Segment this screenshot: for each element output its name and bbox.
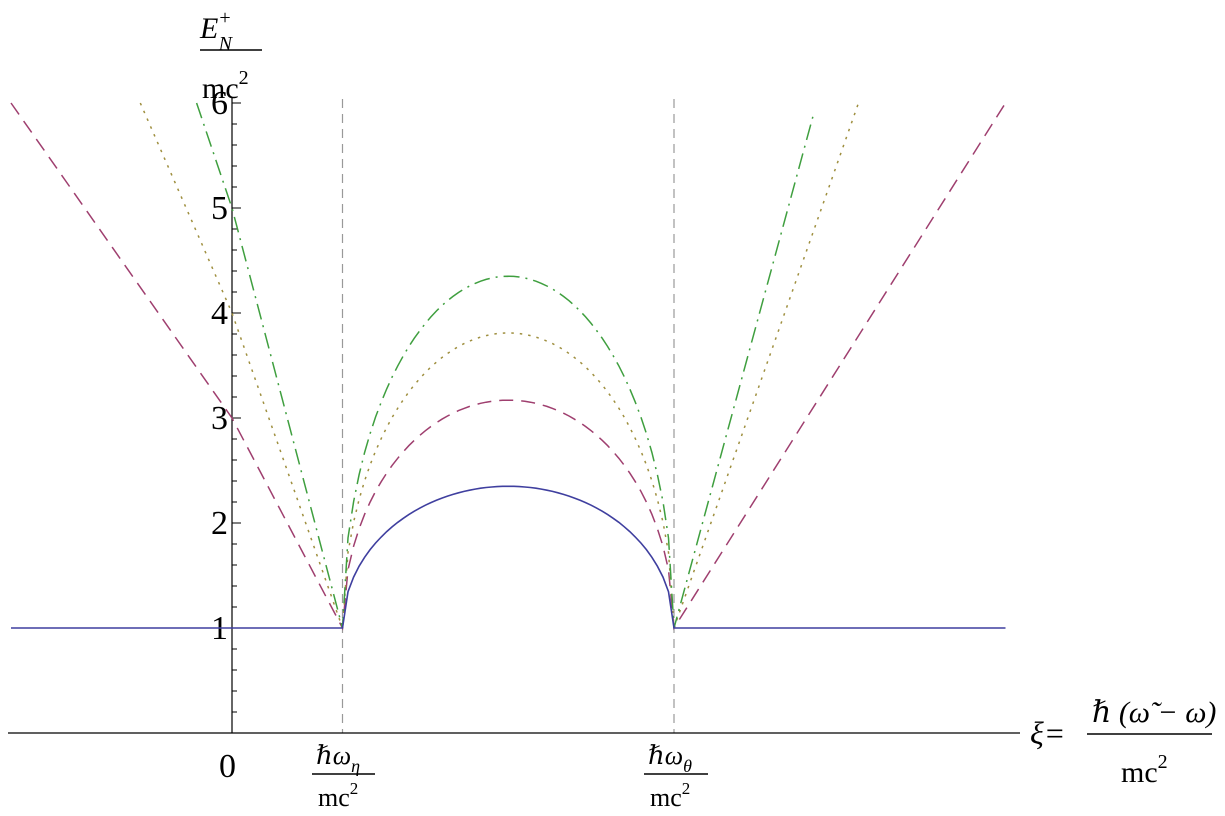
x-axis-label: ξ= ℏ (ω̃ − ω) mc2 bbox=[1030, 696, 1216, 789]
x-label-denominator: mc2 bbox=[1121, 751, 1168, 789]
x-tick-theta-numerator: ℏωθ bbox=[648, 741, 692, 776]
x-label-numerator: ℏ (ω̃ − ω) bbox=[1092, 696, 1216, 729]
y-tick-label: 4 bbox=[211, 295, 228, 332]
x-tick-eta-numerator: ℏωη bbox=[316, 741, 360, 776]
y-tick-label: 5 bbox=[211, 190, 228, 227]
y-label-denominator: mc2 bbox=[202, 67, 249, 105]
x-tick-label-eta: ℏωη mc2 bbox=[312, 741, 375, 812]
y-label-numerator: E+ N bbox=[199, 7, 234, 55]
y-tick-label: 6 bbox=[211, 85, 228, 122]
y-tick-label: 3 bbox=[211, 400, 228, 437]
x-tick-theta-denominator: mc2 bbox=[650, 779, 690, 812]
x-tick-label-theta: ℏωθ mc2 bbox=[644, 741, 708, 812]
series-layer bbox=[10, 102, 1007, 631]
x-tick-eta-denominator: mc2 bbox=[318, 779, 358, 812]
x-tick-labels: 0 ℏωη mc2 ℏωθ mc2 bbox=[219, 741, 708, 812]
series-line-dotted bbox=[139, 102, 860, 629]
axes bbox=[8, 98, 1020, 734]
series-line-solid bbox=[11, 485, 1006, 629]
series-line-dashdot bbox=[195, 102, 816, 629]
series-line-dashed bbox=[10, 102, 1007, 631]
y-axis-label: E+ N mc2 bbox=[199, 7, 262, 105]
x-label-prefix: ξ= bbox=[1030, 715, 1065, 751]
x-tick-label-zero: 0 bbox=[219, 748, 236, 785]
y-tick-label: 2 bbox=[211, 505, 228, 542]
